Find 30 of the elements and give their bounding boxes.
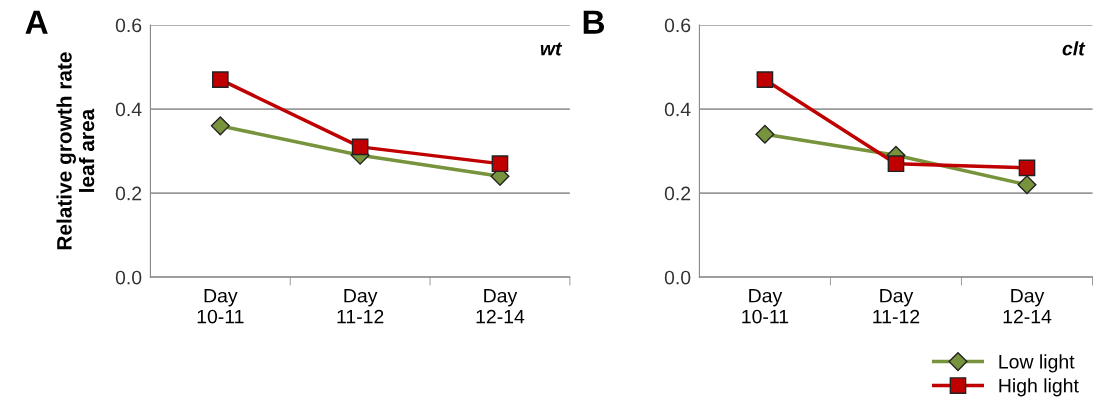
x-tick-label: Day 10-11 [742, 288, 789, 324]
point [887, 155, 905, 173]
x-tick-label: Day 11-12 [337, 288, 384, 324]
point [756, 71, 774, 88]
point [211, 71, 229, 88]
point [1017, 175, 1037, 195]
y-tick-label: 0.2 [664, 186, 691, 201]
x-tick-label: Day 11-12 [873, 288, 920, 324]
chart-title: B [583, 10, 605, 34]
y-tick-label: 0.4 [115, 102, 142, 117]
point [210, 116, 230, 136]
legend-label: High light [999, 378, 1079, 397]
x-tick-label: Day 12-14 [476, 288, 525, 324]
y-tick-label: 0.4 [664, 102, 691, 117]
annotation: clt [1062, 41, 1086, 56]
y-tick-label: 0.6 [115, 18, 142, 33]
x-tick-label: Day 10-11 [197, 288, 244, 324]
y-tick-label: 0.6 [664, 18, 691, 33]
point [755, 124, 775, 144]
y-tick-label: 0.2 [115, 186, 142, 201]
y-axis-title: Relative growth rate leaf area [56, 52, 95, 250]
point [491, 155, 509, 173]
point [1018, 159, 1036, 177]
point [351, 138, 369, 156]
chart-title: A [25, 10, 48, 34]
y-tick-label: 0.0 [664, 270, 691, 285]
legend-label: Low light [999, 354, 1075, 373]
x-tick-label: Day 12-14 [1003, 288, 1052, 324]
y-tick-label: 0.0 [115, 270, 142, 285]
annotation: wt [540, 42, 563, 56]
